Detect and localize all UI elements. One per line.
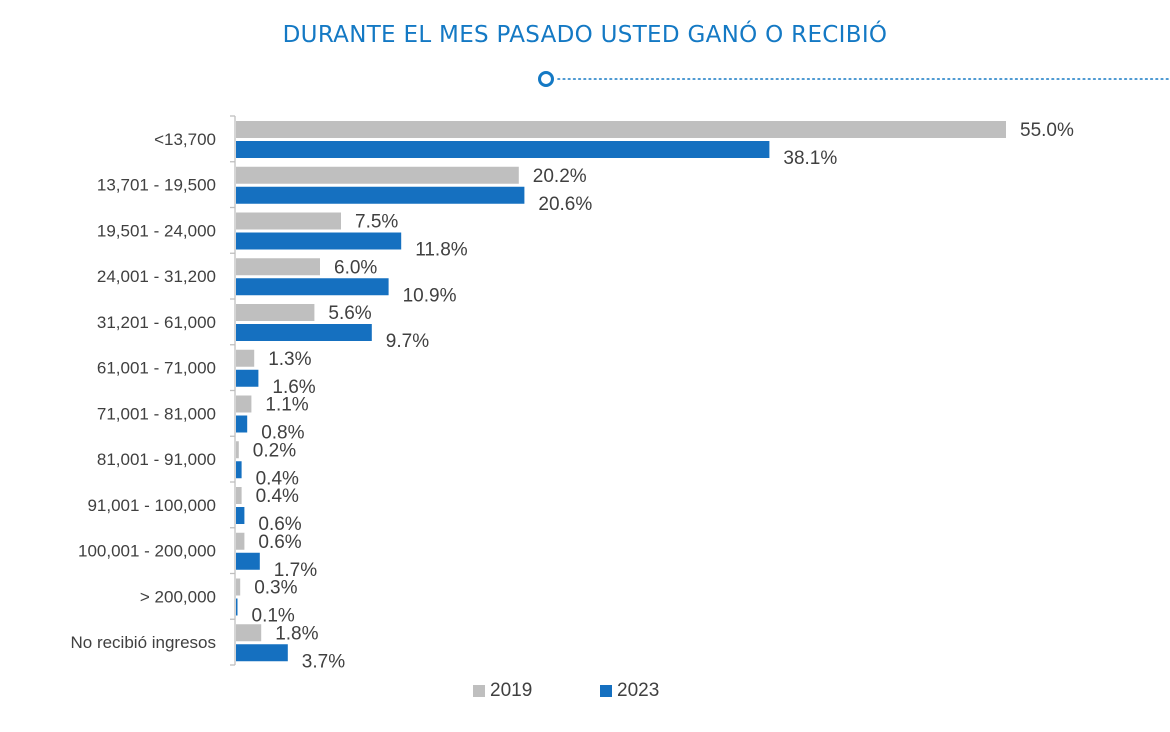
legend-label-2023: 2023 <box>617 680 660 701</box>
bar-2019 <box>236 121 1006 138</box>
data-label-2019: 0.3% <box>254 578 297 599</box>
bar-2023 <box>236 507 245 524</box>
bar-2019 <box>236 212 341 230</box>
data-label-2023: 9.7% <box>386 331 429 352</box>
bar-2023 <box>236 141 770 158</box>
data-label-2019: 1.3% <box>268 349 311 370</box>
title-decoration <box>538 71 1170 87</box>
bar-2023 <box>236 415 248 433</box>
bar-2019 <box>236 166 519 184</box>
legend-swatch-2023 <box>600 685 612 697</box>
bar-2023 <box>236 644 288 662</box>
category-label: 13,701 - 19,500 <box>97 176 216 195</box>
bar-2023 <box>236 232 402 250</box>
legend-label-2019: 2019 <box>490 680 533 701</box>
category-label: 91,001 - 100,000 <box>87 496 216 515</box>
category-label: 81,001 - 91,000 <box>97 450 216 469</box>
legend-item-2023: 2023 <box>600 680 659 702</box>
bar-2019 <box>236 258 320 276</box>
legend-item-2019: 2019 <box>473 680 532 702</box>
data-label-2019: 7.5% <box>355 212 398 233</box>
bar-2019 <box>236 532 245 550</box>
bar-2023 <box>236 186 525 204</box>
bar-2023 <box>236 461 242 479</box>
category-label: > 200,000 <box>140 587 216 606</box>
bar-2019 <box>236 487 242 504</box>
category-label: 61,001 - 71,000 <box>97 359 216 378</box>
bar-2019 <box>236 395 252 413</box>
data-label-2023: 20.6% <box>538 194 592 215</box>
data-label-2019: 0.4% <box>256 486 299 507</box>
data-label-2023: 0.6% <box>258 514 301 535</box>
data-label-2019: 1.8% <box>275 623 318 644</box>
category-label: 100,001 - 200,000 <box>78 542 216 561</box>
data-label-2023: 0.1% <box>252 606 295 627</box>
category-label: 71,001 - 81,000 <box>97 404 216 423</box>
data-label-2019: 6.0% <box>334 257 377 278</box>
bar-2019 <box>236 441 239 459</box>
bar-2023 <box>236 598 238 616</box>
data-label-2023: 1.7% <box>274 560 317 581</box>
legend-swatch-2019 <box>473 685 485 697</box>
bar-2023 <box>236 324 372 341</box>
data-label-2023: 0.4% <box>256 468 299 489</box>
bar-2023 <box>236 278 389 296</box>
category-label: No recibió ingresos <box>70 633 216 652</box>
data-label-2023: 1.6% <box>272 377 315 398</box>
chart-title: DURANTE EL MES PASADO USTED GANÓ O RECIB… <box>282 22 888 48</box>
data-label-2023: 11.8% <box>415 240 468 261</box>
bar-2019 <box>236 624 262 642</box>
data-label-2019: 1.1% <box>265 395 308 416</box>
data-label-2019: 0.6% <box>258 532 301 553</box>
bar-2019 <box>236 578 241 596</box>
bar-2023 <box>236 552 260 570</box>
bar-2019 <box>236 349 255 367</box>
data-label-2023: 38.1% <box>783 148 837 169</box>
category-label: 19,501 - 24,000 <box>97 221 216 240</box>
data-label-2023: 0.8% <box>261 423 304 444</box>
data-label-2019: 55.0% <box>1020 120 1074 141</box>
category-label: 24,001 - 31,200 <box>97 267 216 286</box>
bar-2023 <box>236 369 259 387</box>
data-label-2019: 20.2% <box>533 166 587 187</box>
bar-2019 <box>236 304 315 321</box>
category-label: <13,700 <box>154 130 216 149</box>
category-label: 31,201 - 61,000 <box>97 313 216 332</box>
decoration-circle-icon <box>538 71 554 87</box>
data-label-2023: 10.9% <box>403 285 457 306</box>
data-label-2019: 5.6% <box>328 303 371 324</box>
data-label-2023: 3.7% <box>302 651 345 672</box>
data-label-2019: 0.2% <box>253 440 296 461</box>
chart-legend: 2019 2023 <box>0 680 1170 704</box>
